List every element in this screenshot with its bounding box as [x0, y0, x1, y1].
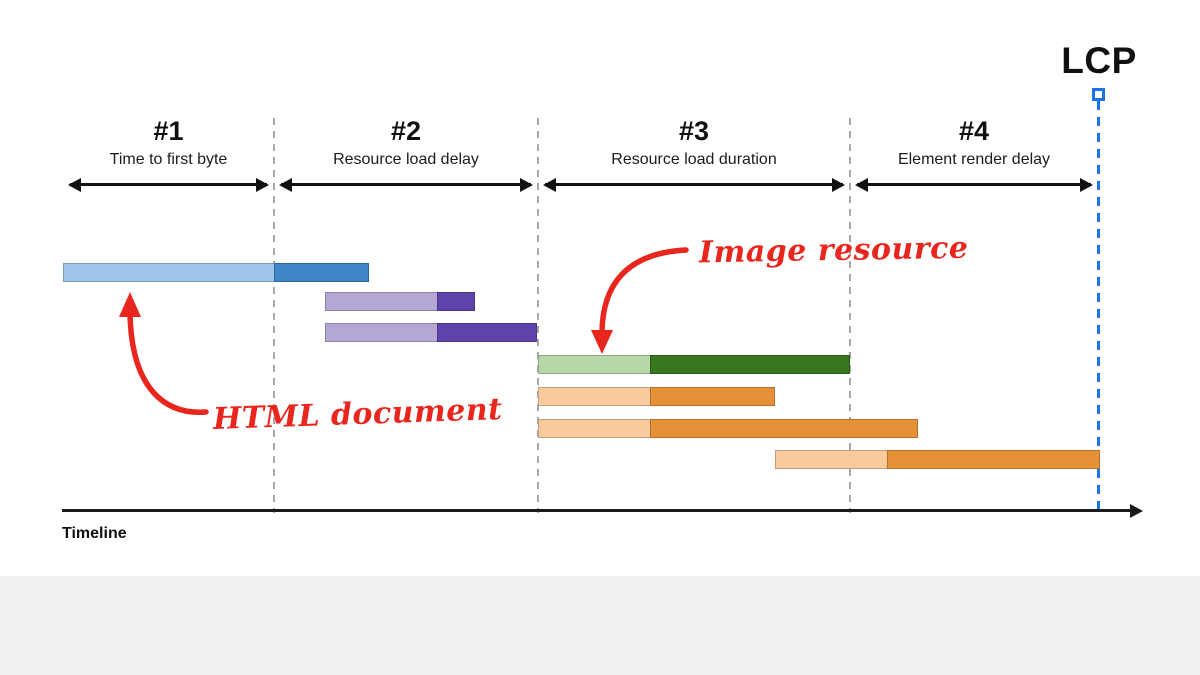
lcp-marker-icon: [1092, 88, 1105, 101]
html-document-arrowhead: [119, 292, 141, 317]
annotation-image-resource: Image resource: [698, 230, 969, 271]
bar-segment-light: [775, 450, 887, 469]
bar-image: [538, 355, 850, 374]
phase-number: #4: [958, 116, 990, 146]
timeline-axis: [62, 503, 1143, 518]
phase-section-3: #3 Resource load duration: [538, 114, 850, 192]
bar-segment-light: [538, 387, 650, 406]
phase-section-4: #4 Element render delay: [850, 114, 1098, 192]
image-resource-arrow: [599, 247, 689, 337]
bar-document: [63, 263, 369, 282]
phase-number: #3: [678, 116, 710, 146]
lcp-dashed-line: [1097, 101, 1100, 510]
phase-span-arrow: [855, 177, 1093, 192]
phase-number: #2: [390, 116, 422, 146]
phase-divider-1: [273, 118, 275, 513]
bar-segment-dark: [650, 387, 775, 406]
bar-stylesheet-2: [325, 323, 537, 342]
phase-number: #1: [153, 116, 184, 146]
bar-segment-dark: [274, 263, 369, 282]
bar-segment-light: [63, 263, 274, 282]
bar-segment-dark: [650, 419, 918, 438]
html-document-arrow: [127, 309, 209, 415]
timeline-label: Timeline: [62, 525, 127, 542]
phase-section-1: #1 Time to first byte: [63, 114, 274, 192]
phase-section-2: #2 Resource load delay: [274, 114, 538, 192]
phase-span-arrow: [68, 177, 269, 192]
bar-segment-light: [538, 355, 650, 374]
bar-segment-dark: [650, 355, 850, 374]
annotation-html-document: HTML document: [212, 391, 504, 438]
phase-label: Resource load duration: [611, 151, 777, 168]
bar-segment-light: [325, 292, 437, 311]
phase-divider-3: [849, 118, 851, 513]
bar-segment-dark: [437, 323, 537, 342]
bar-segment-dark: [887, 450, 1100, 469]
lcp-label: LCP: [1061, 40, 1137, 81]
bar-segment-dark: [437, 292, 475, 311]
bar-segment-light: [538, 419, 650, 438]
phase-label: Time to first byte: [109, 151, 228, 168]
bar-stylesheet-1: [325, 292, 475, 311]
phase-span-arrow: [279, 177, 533, 192]
phase-divider-2: [537, 118, 539, 513]
bar-script-2: [538, 419, 918, 438]
bar-script-3: [775, 450, 1100, 469]
phase-label: Resource load delay: [333, 151, 479, 168]
bar-segment-light: [325, 323, 437, 342]
phase-span-arrow: [543, 177, 845, 192]
phase-label: Element render delay: [897, 151, 1051, 168]
image-resource-arrowhead: [591, 330, 613, 354]
bar-script-1: [538, 387, 775, 406]
legend: Document Stylesheet Script Image: [0, 576, 1200, 675]
